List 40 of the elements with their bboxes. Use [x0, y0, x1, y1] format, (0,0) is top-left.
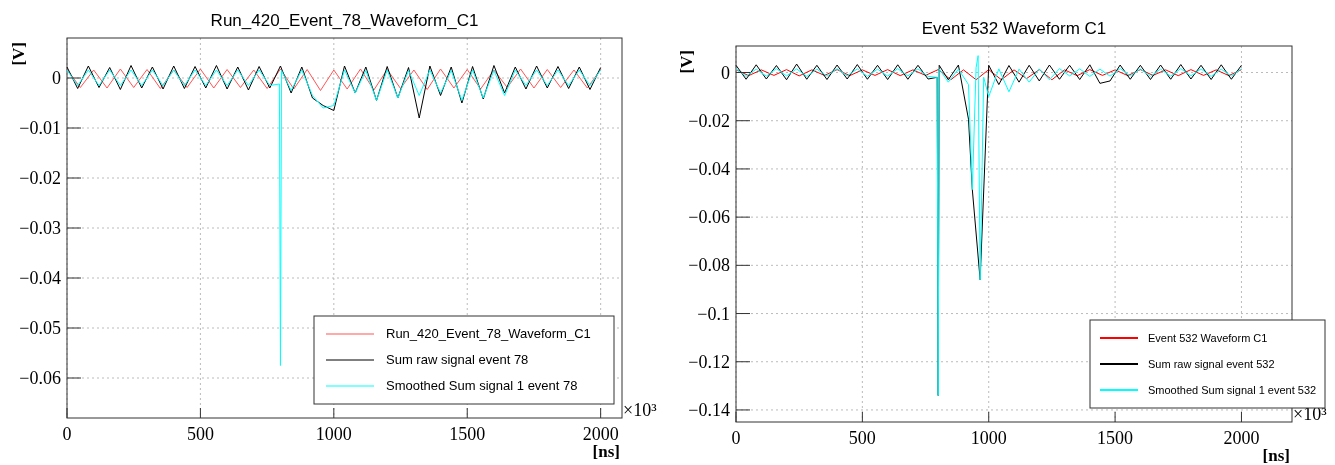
line-series — [735, 69, 1242, 81]
legend-label: Sum raw signal event 532 — [1148, 358, 1275, 370]
text: ×10³ — [623, 400, 658, 420]
chart-title: Run_420_Event_78_Waveform_C1 — [210, 11, 479, 30]
x-tick-label: 500 — [186, 424, 214, 444]
line-series — [66, 65, 602, 119]
y-tick-label: −0.08 — [688, 255, 730, 276]
y-tick-label: −0.14 — [688, 399, 730, 420]
x-axis-title: [ns] — [592, 442, 620, 461]
legend-label: Event 532 Waveform C1 — [1148, 332, 1268, 344]
legend-label: Run_420_Event_78_Waveform_C1 — [386, 326, 591, 341]
legend-label: Sum raw signal event 78 — [386, 352, 529, 367]
y-tick-label: −0.01 — [19, 118, 61, 138]
legend-label: Smoothed Sum signal 1 event 532 — [1148, 384, 1317, 396]
y-tick-label: −0.04 — [688, 158, 730, 179]
y-axis-title: [V] — [9, 42, 28, 66]
y-tick-label: −0.06 — [19, 368, 61, 388]
y-tick-label: −0.03 — [19, 218, 61, 238]
x-tick-label: 1500 — [449, 424, 486, 444]
y-axis-title: [V] — [677, 50, 696, 74]
x-tick-label: 2000 — [1223, 428, 1260, 448]
y-tick-label: −0.04 — [19, 268, 61, 288]
y-tick-label: 0 — [52, 68, 61, 88]
y-tick-label: −0.1 — [697, 303, 730, 324]
x-tick-label: 1000 — [315, 424, 352, 444]
chart-title: Event 532 Waveform C1 — [921, 19, 1107, 38]
y-tick-label: −0.02 — [688, 110, 730, 131]
x-tick-label: 1500 — [1097, 428, 1134, 448]
x-tick-label: 2000 — [582, 424, 619, 444]
text: ×10³ — [1293, 404, 1328, 424]
legend-label: Smoothed Sum signal 1 event 78 — [386, 378, 578, 393]
y-tick-label: −0.02 — [19, 168, 61, 188]
y-tick-label: −0.12 — [688, 351, 730, 372]
x-tick-label: 500 — [848, 428, 876, 448]
x-tick-label: 1000 — [970, 428, 1007, 448]
y-tick-label: 0 — [721, 62, 730, 83]
line-series — [66, 69, 602, 366]
y-tick-label: −0.05 — [19, 318, 61, 338]
x-axis-title: [ns] — [1262, 446, 1290, 465]
y-tick-label: −0.06 — [688, 207, 730, 228]
